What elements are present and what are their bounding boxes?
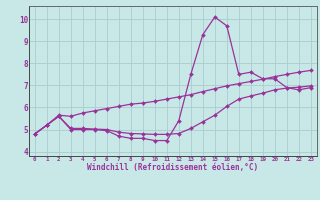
X-axis label: Windchill (Refroidissement éolien,°C): Windchill (Refroidissement éolien,°C): [87, 163, 258, 172]
